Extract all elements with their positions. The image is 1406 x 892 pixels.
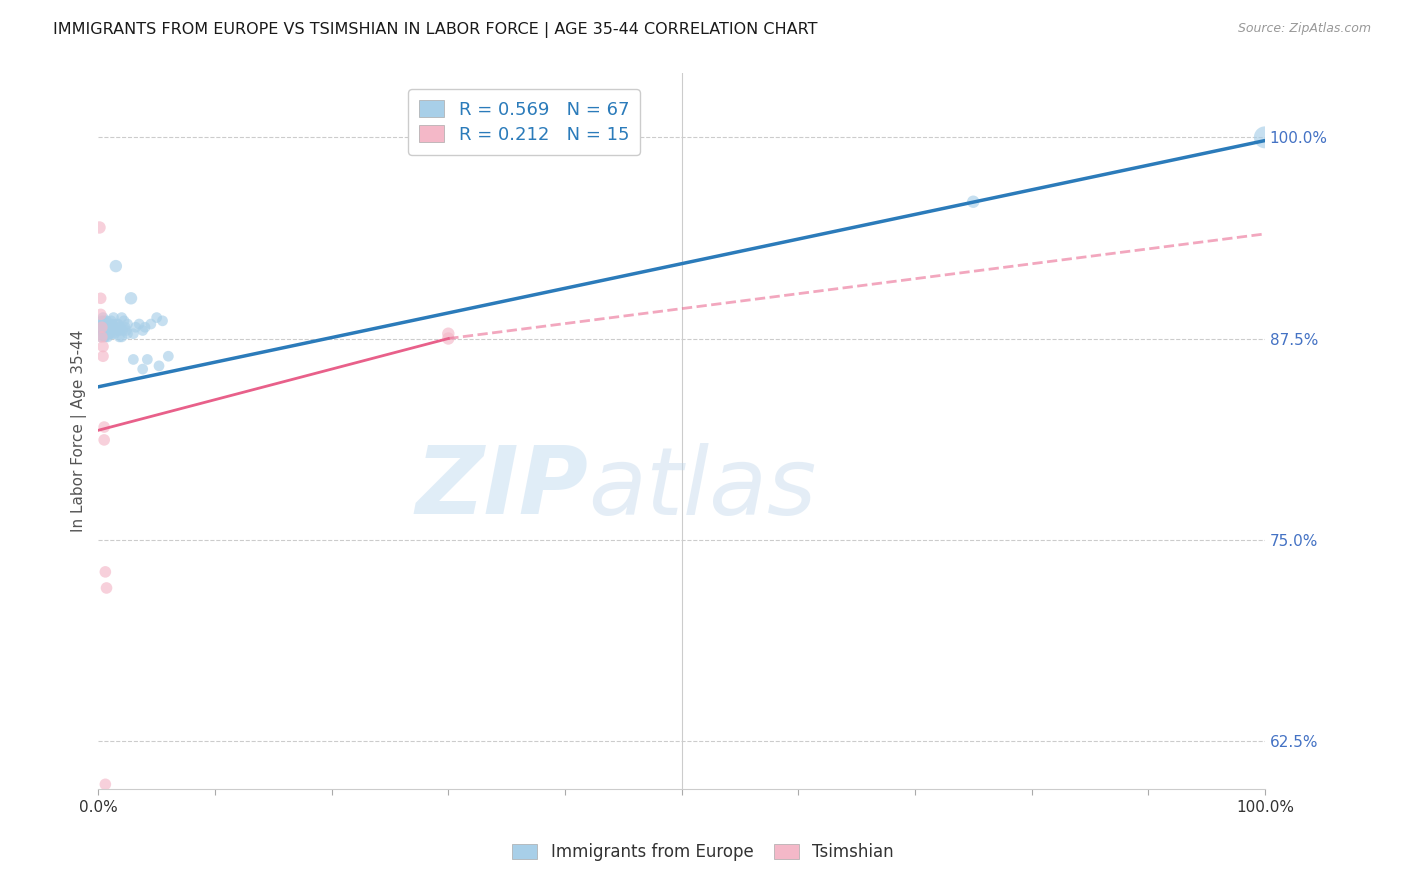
Point bbox=[97, 326, 120, 341]
Point bbox=[103, 310, 125, 325]
Point bbox=[114, 320, 136, 334]
Point bbox=[94, 323, 117, 337]
Point bbox=[101, 326, 124, 341]
Text: ZIP: ZIP bbox=[415, 442, 588, 534]
Point bbox=[104, 320, 127, 334]
Point bbox=[105, 317, 128, 331]
Point bbox=[104, 259, 127, 273]
Point bbox=[104, 326, 127, 341]
Point bbox=[91, 340, 114, 354]
Point bbox=[103, 320, 125, 334]
Point bbox=[1254, 130, 1277, 145]
Point bbox=[96, 326, 118, 341]
Point bbox=[97, 330, 120, 344]
Point bbox=[117, 326, 139, 341]
Point bbox=[90, 291, 112, 305]
Y-axis label: In Labor Force | Age 35-44: In Labor Force | Age 35-44 bbox=[72, 330, 87, 533]
Point bbox=[96, 581, 118, 595]
Point bbox=[134, 320, 156, 334]
Point bbox=[157, 349, 180, 363]
Point bbox=[136, 352, 159, 367]
Point bbox=[139, 317, 162, 331]
Point bbox=[90, 330, 112, 344]
Point bbox=[110, 320, 132, 334]
Point bbox=[91, 317, 114, 331]
Point bbox=[962, 194, 984, 209]
Point bbox=[94, 317, 117, 331]
Point bbox=[96, 317, 118, 331]
Legend: Immigrants from Europe, Tsimshian: Immigrants from Europe, Tsimshian bbox=[506, 837, 900, 868]
Text: IMMIGRANTS FROM EUROPE VS TSIMSHIAN IN LABOR FORCE | AGE 35-44 CORRELATION CHART: IMMIGRANTS FROM EUROPE VS TSIMSHIAN IN L… bbox=[53, 22, 818, 38]
Point bbox=[96, 323, 118, 337]
Point bbox=[90, 320, 112, 334]
Point bbox=[90, 307, 112, 321]
Text: Source: ZipAtlas.com: Source: ZipAtlas.com bbox=[1237, 22, 1371, 36]
Point bbox=[115, 323, 138, 337]
Point bbox=[120, 291, 142, 305]
Text: atlas: atlas bbox=[588, 442, 817, 533]
Point bbox=[96, 314, 118, 328]
Point bbox=[122, 352, 145, 367]
Point bbox=[97, 320, 120, 334]
Point bbox=[98, 326, 121, 341]
Point bbox=[94, 777, 117, 791]
Point bbox=[97, 320, 120, 334]
Point bbox=[93, 320, 115, 334]
Point bbox=[89, 326, 111, 341]
Point bbox=[108, 330, 131, 344]
Point bbox=[94, 330, 117, 344]
Point bbox=[90, 320, 112, 334]
Point bbox=[91, 349, 114, 363]
Point bbox=[437, 326, 460, 341]
Point bbox=[101, 317, 124, 331]
Legend: R = 0.569   N = 67, R = 0.212   N = 15: R = 0.569 N = 67, R = 0.212 N = 15 bbox=[408, 89, 640, 155]
Point bbox=[131, 362, 153, 376]
Point bbox=[91, 310, 114, 325]
Point bbox=[93, 314, 115, 328]
Point bbox=[111, 323, 134, 337]
Point bbox=[90, 314, 112, 328]
Point bbox=[105, 323, 128, 337]
Point bbox=[90, 323, 112, 337]
Point bbox=[93, 433, 115, 447]
Point bbox=[112, 314, 135, 328]
Point bbox=[91, 325, 114, 339]
Point bbox=[131, 323, 153, 337]
Point bbox=[97, 323, 120, 337]
Point bbox=[94, 565, 117, 579]
Point bbox=[98, 317, 121, 331]
Point bbox=[100, 320, 122, 334]
Point bbox=[122, 326, 145, 341]
Point bbox=[90, 330, 112, 344]
Point bbox=[93, 420, 115, 434]
Point bbox=[94, 326, 117, 341]
Point bbox=[100, 314, 122, 328]
Point bbox=[111, 330, 134, 344]
Point bbox=[108, 323, 131, 337]
Point bbox=[152, 314, 174, 328]
Point bbox=[111, 310, 134, 325]
Point bbox=[97, 317, 120, 331]
Point bbox=[128, 317, 150, 331]
Point bbox=[145, 310, 167, 325]
Point bbox=[437, 332, 460, 346]
Point bbox=[97, 790, 120, 805]
Point bbox=[125, 320, 148, 334]
Point bbox=[89, 220, 111, 235]
Point bbox=[107, 317, 129, 331]
Point bbox=[148, 359, 170, 373]
Point bbox=[117, 317, 139, 331]
Point bbox=[90, 317, 112, 331]
Point bbox=[93, 330, 115, 344]
